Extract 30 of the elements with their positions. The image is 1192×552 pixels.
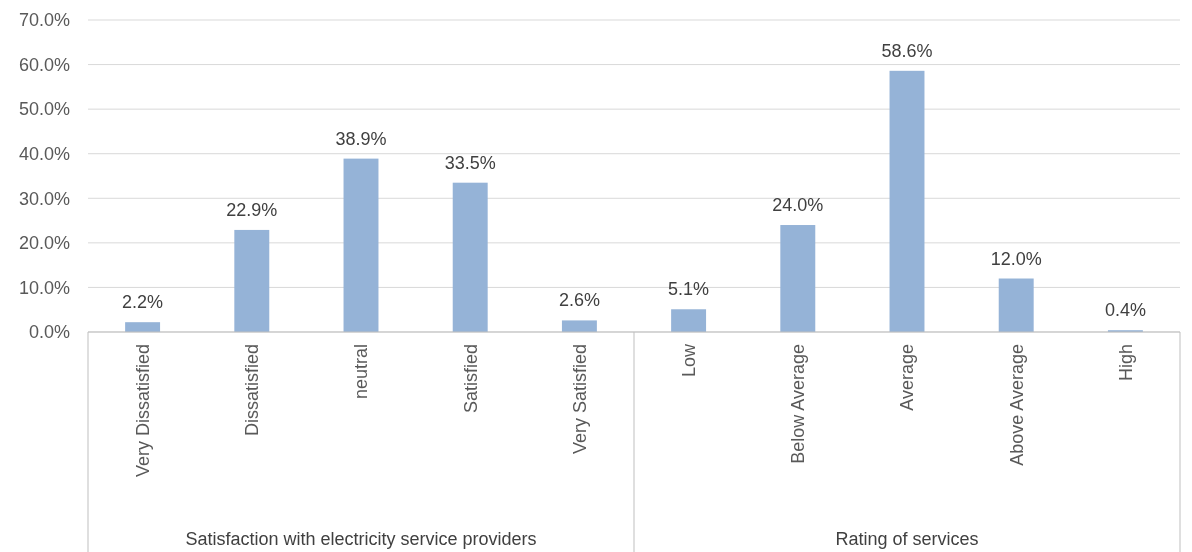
y-tick-label: 0.0% xyxy=(28,322,70,343)
x-tick-label: neutral xyxy=(351,344,372,400)
x-tick-label: Below Average xyxy=(788,344,809,464)
y-tick-label: 20.0% xyxy=(18,233,70,254)
x-tick-label: Low xyxy=(678,343,699,378)
x-tick-label: Satisfied xyxy=(460,344,481,414)
x-tick-label: High xyxy=(1115,344,1136,382)
data-label: 12.0% xyxy=(990,248,1042,269)
x-tick-label: Above Average xyxy=(1006,344,1027,466)
x-tick-label: Very Dissatisfied xyxy=(132,344,153,478)
data-label: 33.5% xyxy=(444,152,496,173)
x-tick-label: Very Satisfied xyxy=(569,344,590,455)
x-tick-label: Average xyxy=(897,344,918,411)
data-label: 2.6% xyxy=(558,290,600,311)
y-tick-label: 70.0% xyxy=(18,10,70,31)
text: Satisfaction with electricity service providers xyxy=(185,529,537,549)
data-label: 5.1% xyxy=(668,279,710,300)
text: Rating of services xyxy=(835,529,979,549)
data-label: 58.6% xyxy=(881,40,933,61)
data-label: 24.0% xyxy=(772,195,824,216)
y-tick-label: 60.0% xyxy=(18,54,70,75)
data-label: 38.9% xyxy=(335,128,387,149)
data-label: 22.9% xyxy=(226,199,278,220)
x-tick-label: Dissatisfied xyxy=(242,344,263,437)
y-tick-label: 40.0% xyxy=(18,144,70,165)
data-label: 0.4% xyxy=(1104,300,1146,321)
y-tick-label: 10.0% xyxy=(18,277,70,298)
y-tick-label: 50.0% xyxy=(18,99,70,120)
data-label: 2.2% xyxy=(122,292,164,313)
y-tick-label: 30.0% xyxy=(18,188,70,209)
